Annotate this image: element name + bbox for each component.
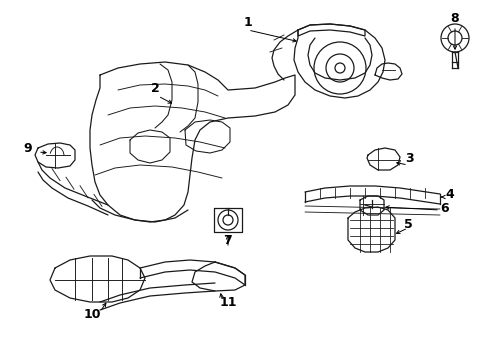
Text: 11: 11	[219, 296, 236, 309]
Text: 5: 5	[403, 217, 411, 230]
Text: 9: 9	[23, 141, 32, 154]
Text: 8: 8	[450, 12, 458, 24]
Text: 2: 2	[150, 81, 159, 94]
Text: 7: 7	[223, 234, 232, 247]
Text: 6: 6	[440, 202, 448, 215]
Text: 4: 4	[445, 188, 453, 201]
Text: 1: 1	[243, 15, 252, 28]
Text: 10: 10	[83, 309, 101, 321]
Text: 3: 3	[405, 152, 413, 165]
